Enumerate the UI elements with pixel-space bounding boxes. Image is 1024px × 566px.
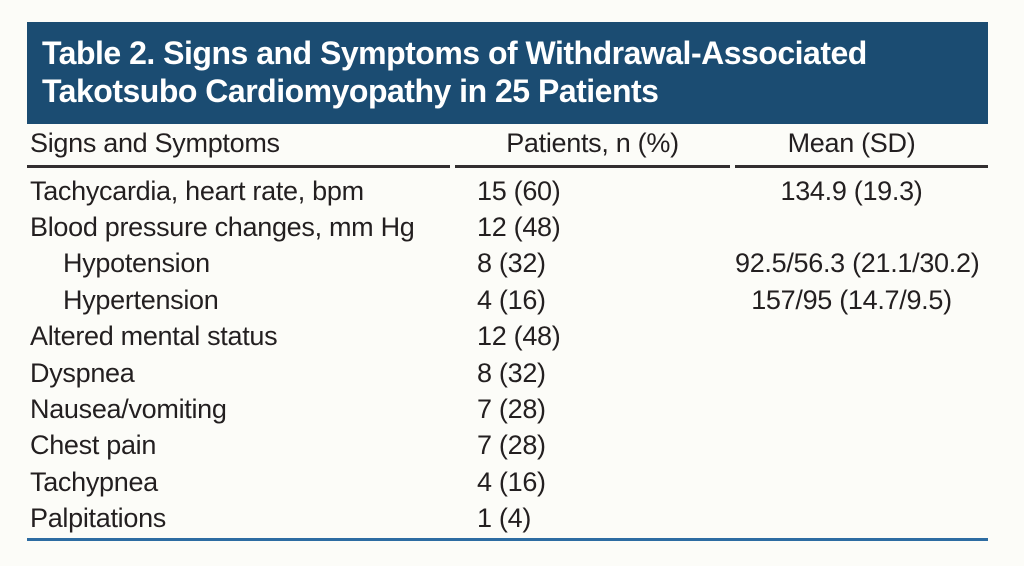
table-bottom-rule — [27, 537, 988, 541]
table-title-line2: Takotsubo Cardiomyopathy in 25 Patients — [42, 73, 659, 109]
table-row-altered-mental-status: Altered mental status 12 (48) — [27, 319, 988, 355]
table-header-row: Signs and Symptoms Patients, n (%) Mean … — [27, 124, 988, 168]
cell-label: Chest pain — [30, 430, 157, 461]
cell-patients: 12 (48) — [477, 321, 561, 352]
table-row-hypotension: Hypotension 8 (32) 92.5/56.3 (21.1/30.2) — [27, 246, 988, 282]
column-header-mean-sd: Mean (SD) — [735, 128, 988, 168]
cell-patients: 7 (28) — [477, 430, 546, 461]
cell-patients: 4 (16) — [477, 466, 546, 497]
cell-label: Nausea/vomiting — [30, 394, 227, 425]
cell-label: Palpitations — [30, 503, 166, 534]
cell-label: Hypotension — [63, 248, 210, 279]
column-header-signs-and-symptoms: Signs and Symptoms — [27, 128, 450, 168]
table-row-chest-pain: Chest pain 7 (28) — [27, 428, 988, 464]
cell-mean: 157/95 (14.7/9.5) — [751, 284, 952, 315]
cell-label: Tachycardia, heart rate, bpm — [30, 175, 364, 206]
table-row-palpitations: Palpitations 1 (4) — [27, 501, 988, 537]
cell-label: Altered mental status — [30, 321, 278, 352]
cell-label: Tachypnea — [30, 466, 158, 497]
cell-patients: 1 (4) — [477, 503, 532, 534]
cell-patients: 4 (16) — [477, 284, 546, 315]
cell-patients: 8 (32) — [477, 357, 546, 388]
table-row-tachypnea: Tachypnea 4 (16) — [27, 464, 988, 500]
table-title-bar: Table 2. Signs and Symptoms of Withdrawa… — [27, 22, 988, 124]
table-row-hypertension: Hypertension 4 (16) 157/95 (14.7/9.5) — [27, 282, 988, 318]
cell-label: Dyspnea — [30, 357, 135, 388]
signs-symptoms-table: Signs and Symptoms Patients, n (%) Mean … — [27, 124, 988, 541]
cell-patients: 8 (32) — [477, 248, 546, 279]
table-row-blood-pressure: Blood pressure changes, mm Hg 12 (48) — [27, 209, 988, 245]
table-row-dyspnea: Dyspnea 8 (32) — [27, 355, 988, 391]
cell-patients: 12 (48) — [477, 212, 561, 243]
column-header-patients: Patients, n (%) — [455, 128, 730, 168]
cell-mean: 134.9 (19.3) — [780, 175, 923, 206]
cell-mean: 92.5/56.3 (21.1/30.2) — [735, 248, 980, 279]
table-row-nausea-vomiting: Nausea/vomiting 7 (28) — [27, 391, 988, 427]
table-row-tachycardia: Tachycardia, heart rate, bpm 15 (60) 134… — [27, 173, 988, 209]
table-body: Tachycardia, heart rate, bpm 15 (60) 134… — [27, 168, 988, 537]
cell-patients: 7 (28) — [477, 394, 546, 425]
cell-label: Hypertension — [63, 284, 219, 315]
cell-patients: 15 (60) — [477, 175, 561, 206]
table-title-line1: Table 2. Signs and Symptoms of Withdrawa… — [42, 35, 867, 71]
cell-label: Blood pressure changes, mm Hg — [30, 212, 415, 243]
